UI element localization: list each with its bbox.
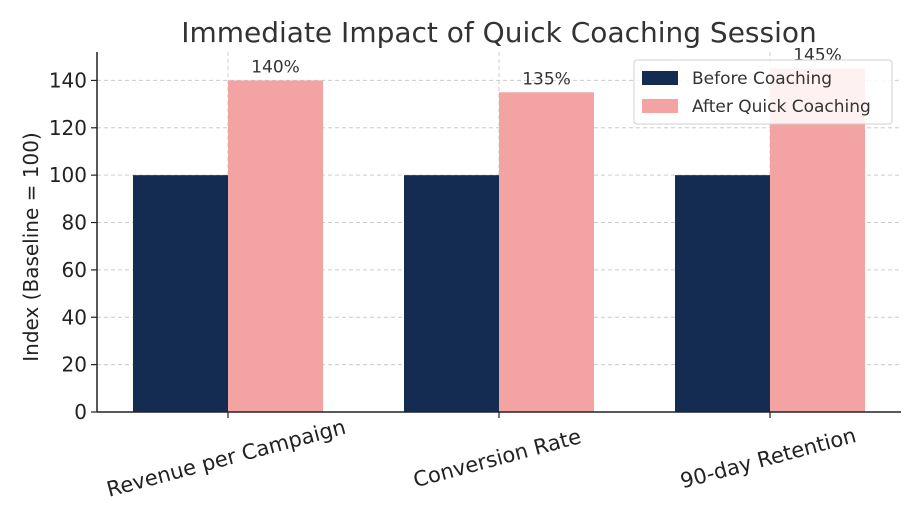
y-tick-label: 0 — [74, 400, 87, 424]
bar-before-coaching-revenue-per-campaign — [133, 175, 228, 412]
y-tick-label: 120 — [49, 116, 87, 140]
bar-after-quick-coaching-revenue-per-campaign — [228, 80, 323, 412]
legend-label-after-quick-coaching: After Quick Coaching — [692, 97, 871, 117]
y-tick-labels: 0 20 40 60 80 100 120 140 — [49, 68, 97, 424]
x-tick-label: Conversion Rate — [411, 424, 584, 492]
bar-after-quick-coaching-conversion-rate — [499, 92, 594, 413]
data-label-conversion-rate: 135% — [522, 69, 571, 89]
y-tick-label: 20 — [62, 353, 87, 377]
y-axis-title: Index (Baseline = 100) — [19, 132, 43, 361]
bar-after-quick-coaching-90-day-retention — [770, 68, 865, 412]
legend-swatch-before-coaching — [642, 71, 678, 85]
legend-swatch-after-quick-coaching — [642, 99, 678, 113]
x-tick-label: 90-day Retention — [678, 423, 859, 493]
x-tick-label: Revenue per Campaign — [104, 415, 348, 502]
y-tick-label: 40 — [62, 305, 87, 329]
data-label-revenue-per-campaign: 140% — [251, 57, 300, 77]
bar-before-coaching-90-day-retention — [675, 175, 770, 412]
bars-layer — [133, 68, 865, 413]
legend: Before Coaching After Quick Coaching — [633, 59, 893, 125]
y-tick-label: 140 — [49, 68, 87, 92]
legend-label-before-coaching: Before Coaching — [692, 69, 832, 89]
y-tick-label: 80 — [62, 211, 87, 235]
x-tick-labels: Revenue per Campaign Conversion Rate 90-da… — [104, 412, 859, 502]
y-tick-label: 60 — [62, 258, 87, 282]
legend-box — [633, 59, 893, 125]
chart-title: Immediate Impact of Quick Coaching Sessi… — [181, 16, 817, 49]
y-tick-label: 100 — [49, 163, 87, 187]
bar-before-coaching-conversion-rate — [404, 175, 499, 412]
